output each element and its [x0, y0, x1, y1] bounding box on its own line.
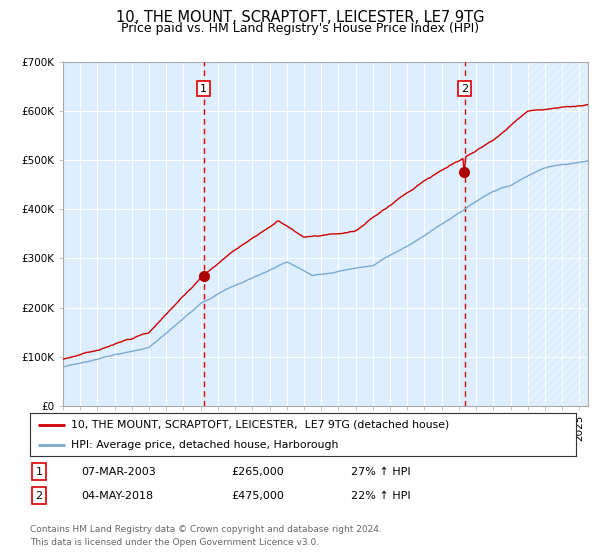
- Text: 2: 2: [461, 83, 469, 94]
- Text: 27% ↑ HPI: 27% ↑ HPI: [351, 466, 410, 477]
- Text: 07-MAR-2003: 07-MAR-2003: [81, 466, 156, 477]
- Text: Contains HM Land Registry data © Crown copyright and database right 2024.: Contains HM Land Registry data © Crown c…: [30, 525, 382, 534]
- Text: £475,000: £475,000: [231, 491, 284, 501]
- Text: 10, THE MOUNT, SCRAPTOFT, LEICESTER, LE7 9TG: 10, THE MOUNT, SCRAPTOFT, LEICESTER, LE7…: [116, 10, 484, 25]
- Text: Price paid vs. HM Land Registry's House Price Index (HPI): Price paid vs. HM Land Registry's House …: [121, 22, 479, 35]
- Text: 22% ↑ HPI: 22% ↑ HPI: [351, 491, 410, 501]
- Bar: [528, 62, 596, 406]
- Text: HPI: Average price, detached house, Harborough: HPI: Average price, detached house, Harb…: [71, 440, 338, 450]
- Text: 1: 1: [35, 466, 43, 477]
- Text: 1: 1: [200, 83, 207, 94]
- Text: This data is licensed under the Open Government Licence v3.0.: This data is licensed under the Open Gov…: [30, 538, 319, 547]
- Text: 2: 2: [35, 491, 43, 501]
- Text: 04-MAY-2018: 04-MAY-2018: [81, 491, 153, 501]
- Text: 10, THE MOUNT, SCRAPTOFT, LEICESTER,  LE7 9TG (detached house): 10, THE MOUNT, SCRAPTOFT, LEICESTER, LE7…: [71, 419, 449, 430]
- Text: £265,000: £265,000: [231, 466, 284, 477]
